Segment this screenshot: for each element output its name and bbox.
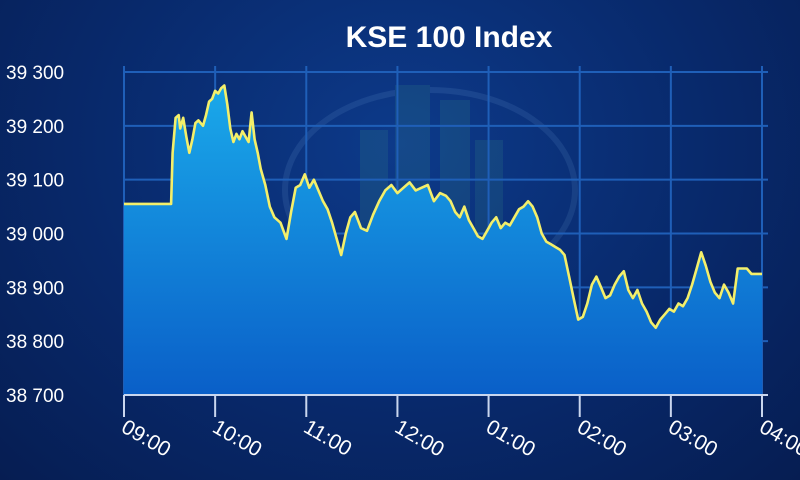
y-tick-label: 39 100 [6,171,64,192]
price-series-line [124,84,762,329]
y-axis-tick-labels: 39 300 39 200 39 100 39 000 38 900 38 800 38 7… [6,63,64,407]
x-tick-label: 03:00 [664,415,721,461]
x-tick-label: 10:00 [209,415,266,461]
y-tick-label: 39 000 [6,225,64,246]
y-tick-label: 39 200 [6,117,64,138]
x-tick-label: 02:00 [573,415,630,461]
y-tick-label: 38 700 [6,386,64,407]
x-tick-label: 12:00 [391,415,448,461]
y-tick-label: 38 900 [6,278,64,299]
x-tick-label: 01:00 [482,415,539,461]
chart-title: KSE 100 Index [346,21,553,54]
x-axis-tick-labels: 09:00 10:00 11:00 12:00 01:00 02:00 03:00 04:00 [118,415,800,461]
x-tick-label: 04:00 [756,415,800,461]
price-area-fill [124,85,762,395]
y-tick-label: 38 800 [6,332,64,353]
axes [123,394,768,417]
x-tick-label: 09:00 [118,415,175,461]
y-tick-label: 39 300 [6,63,64,84]
x-tick-label: 11:00 [300,415,356,460]
